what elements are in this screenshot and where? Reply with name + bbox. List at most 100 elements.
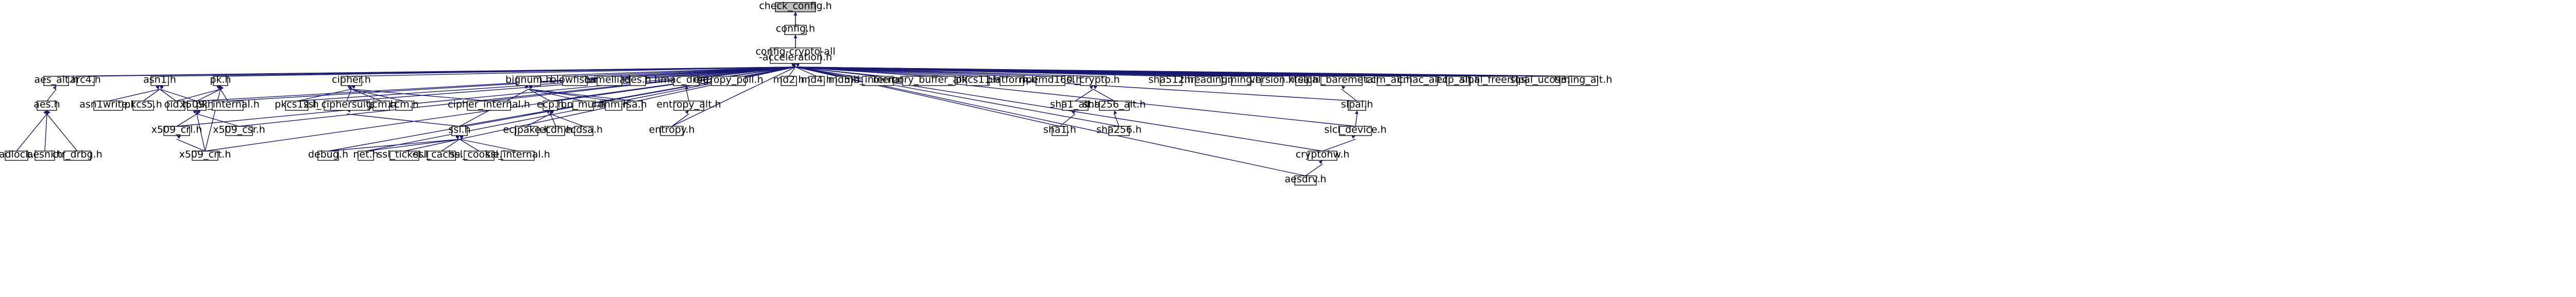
node-pkcs5[interactable]: pkcs5.h xyxy=(124,99,162,111)
node-sha256-alt[interactable]: sha256_alt.h xyxy=(1083,99,1146,111)
node-cipher-internal[interactable]: cipher_internal.h xyxy=(448,99,530,111)
node-aes[interactable]: aes.h xyxy=(33,99,60,111)
node-ccm[interactable]: ccm.h xyxy=(389,99,419,111)
node-label: bn_mul.h xyxy=(561,99,606,110)
node-label: cmac_alt.h xyxy=(1398,74,1451,86)
node-ctr-drbg[interactable]: ctr_drbg.h xyxy=(52,149,103,161)
node-md2[interactable]: md2.h xyxy=(773,74,805,86)
node-cmac-alt[interactable]: cmac_alt.h xyxy=(1398,74,1451,86)
node-x509[interactable]: x509.h xyxy=(180,99,214,111)
node-slpal-ucos3[interactable]: slpal_ucos3.h xyxy=(1510,74,1576,86)
node-memory-buffer-alloc[interactable]: memory_buffer_alloc.h xyxy=(873,74,985,86)
node-label: x509.h xyxy=(180,99,214,110)
node-entropy-alt[interactable]: entropy_alt.h xyxy=(656,99,721,111)
node-dhm[interactable]: dhm.h xyxy=(598,99,630,111)
edge-slpal-to-slpal_baremetal xyxy=(1341,86,1358,102)
node-ssl-cookie[interactable]: ssl_cookie.h xyxy=(450,149,509,161)
node-arc4[interactable]: arc4.h xyxy=(70,74,101,86)
node-check-config[interactable]: check_config.h xyxy=(759,1,832,12)
node-aesni[interactable]: aesni.h xyxy=(27,149,63,161)
node-slpal-baremetal[interactable]: slpal_baremetal.h xyxy=(1298,74,1385,86)
node-asn1write[interactable]: asn1write.h xyxy=(79,99,137,111)
node-ecdsa[interactable]: ecdsa.h xyxy=(565,124,603,136)
node-net[interactable]: net.h xyxy=(353,149,379,161)
node-label: platform.h xyxy=(987,74,1038,86)
edge-cryptohw-to-slcl_device xyxy=(1322,135,1356,152)
node-slpal[interactable]: slpal.h xyxy=(1341,99,1373,111)
node-threading[interactable]: threading.h xyxy=(1180,74,1237,86)
node-des[interactable]: des.h xyxy=(624,74,651,86)
node-md5[interactable]: md5.h xyxy=(828,74,860,86)
node-hmac-drbg[interactable]: hmac_drbg.h xyxy=(654,74,718,86)
node-slpal-freertos[interactable]: slpal_freertos.h xyxy=(1460,74,1535,86)
node-camellia[interactable]: camellia.h xyxy=(584,74,635,86)
node-ecp[interactable]: ecp.h xyxy=(537,99,564,111)
node-oid[interactable]: oid.h xyxy=(164,99,189,111)
node-sha256[interactable]: sha256.h xyxy=(1096,124,1142,136)
node-aesdrv[interactable]: aesdrv.h xyxy=(1285,174,1327,186)
node-sha512[interactable]: sha512.h xyxy=(1148,74,1194,86)
node-bn-mul[interactable]: bn_mul.h xyxy=(561,99,606,111)
node-aes-alt[interactable]: aes_alt.h xyxy=(34,74,78,86)
node-ecdh[interactable]: ecdh.h xyxy=(539,124,572,136)
node-cfg-all[interactable]: config-crypto-all-acceleration.h xyxy=(755,46,836,64)
node-timing-alt[interactable]: timing_alt.h xyxy=(1554,74,1613,86)
node-bignum[interactable]: bignum.h xyxy=(505,74,552,86)
node-cipher[interactable]: cipher.h xyxy=(332,74,371,86)
node-label: slpal_freertos.h xyxy=(1460,74,1535,86)
node-ssl-internal[interactable]: ssl_internal.h xyxy=(485,149,550,161)
node-label: slpal_ucos3.h xyxy=(1510,74,1576,86)
node-timing[interactable]: timing.h xyxy=(1221,74,1262,86)
node-padlock[interactable]: padlock.h xyxy=(0,149,40,161)
node-label: cipher_internal.h xyxy=(448,99,530,110)
edge-x509_crt-to-pk xyxy=(205,86,222,152)
node-pkcs12[interactable]: pkcs12.h xyxy=(275,99,319,111)
node-asn1[interactable]: asn1.h xyxy=(143,74,176,86)
node-label: aes.h xyxy=(33,99,60,110)
node-label: timing.h xyxy=(1221,74,1262,86)
node-rsa[interactable]: rsa.h xyxy=(622,99,647,111)
node-md-internal[interactable]: md_internal.h xyxy=(844,74,912,86)
node-gcm[interactable]: gcm.h xyxy=(366,99,397,111)
node-pk-internal[interactable]: pk_internal.h xyxy=(196,99,260,111)
node-x509-crt[interactable]: x509_crt.h xyxy=(179,149,231,161)
node-label: sha512.h xyxy=(1148,74,1194,86)
node-ccm-alt[interactable]: ccm_alt.h xyxy=(1365,74,1413,86)
node-label: pkcs11.h xyxy=(956,74,1000,86)
node-label: aesni.h xyxy=(27,149,63,160)
node-label: ecp.h xyxy=(537,99,564,110)
node-version[interactable]: version.h xyxy=(1249,74,1295,86)
node-sha1[interactable]: sha1.h xyxy=(1043,124,1076,136)
node-debug[interactable]: debug.h xyxy=(308,149,348,161)
node-label: ctr_drbg.h xyxy=(52,149,102,160)
node-ssl-cache[interactable]: ssl_cache.h xyxy=(414,149,470,161)
node-cryptohw[interactable]: cryptohw.h xyxy=(1296,149,1350,161)
node-blowfish[interactable]: blowfish.h xyxy=(550,74,600,86)
node-sha1-alt[interactable]: sha1_alt.h xyxy=(1050,99,1100,111)
node-ecp-alt[interactable]: ecp_alt.h xyxy=(1436,74,1481,86)
node-pk[interactable]: pk.h xyxy=(210,74,231,86)
node-x509-csr[interactable]: x509_csr.h xyxy=(213,124,265,136)
node-ecjpake[interactable]: ecjpake.h xyxy=(503,124,550,136)
node-sl-crypto[interactable]: sl_crypto.h xyxy=(1066,74,1120,86)
node-platform[interactable]: platform.h xyxy=(987,74,1038,86)
node-label: arc4.h xyxy=(70,74,101,86)
node-ssl[interactable]: ssl.h xyxy=(448,124,471,136)
edge-aesdrv-to-cryptohw xyxy=(1305,160,1323,176)
node-x509-crl[interactable]: x509_crl.h xyxy=(151,124,202,136)
edge-ssl-to-ssl_ciphersuites xyxy=(346,109,460,127)
node-ssl-ciphersuites[interactable]: ssl_ciphersuites.h xyxy=(303,99,390,111)
node-entropy[interactable]: entropy.h xyxy=(649,124,695,136)
node-md4[interactable]: md4.h xyxy=(801,74,833,86)
node-pkcs11[interactable]: pkcs11.h xyxy=(956,74,1000,86)
node-ripemd160[interactable]: ripemd160.h xyxy=(1019,74,1082,86)
node-slcl-device[interactable]: slcl_device.h xyxy=(1325,124,1387,136)
node-entropy-poll[interactable]: entropy_poll.h xyxy=(693,74,764,86)
node-ssl-ticket[interactable]: ssl_ticket.h xyxy=(377,149,432,161)
edge-x509_crt-to-x509_crl xyxy=(176,136,206,152)
edge-slcl_device-to-slpal xyxy=(1354,110,1359,127)
node-label: aes_alt.h xyxy=(34,74,78,86)
node-label: des.h xyxy=(624,74,651,86)
node-config[interactable]: config.h xyxy=(776,23,815,35)
node-xtea[interactable]: xtea.h xyxy=(1288,74,1319,86)
